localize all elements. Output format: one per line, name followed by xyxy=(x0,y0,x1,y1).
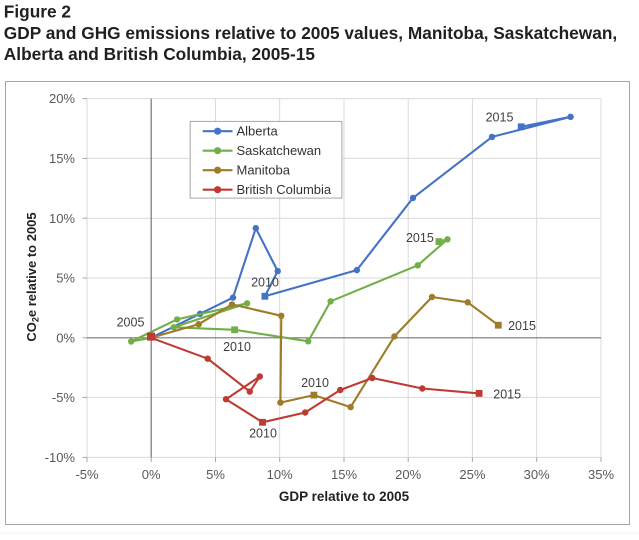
svg-text:5%: 5% xyxy=(56,271,75,286)
svg-text:2015: 2015 xyxy=(508,319,536,333)
svg-text:15%: 15% xyxy=(49,151,75,166)
svg-text:-10%: -10% xyxy=(45,450,76,465)
svg-text:CO2e relative to 2005: CO2e relative to 2005 xyxy=(24,212,41,341)
svg-text:GDP relative to 2005: GDP relative to 2005 xyxy=(279,489,410,504)
svg-text:GDP and GHG emissions relative: GDP and GHG emissions relative to 2005 v… xyxy=(4,23,617,43)
svg-text:2010: 2010 xyxy=(223,340,251,354)
svg-text:2010: 2010 xyxy=(251,275,279,289)
svg-text:-5%: -5% xyxy=(52,390,76,405)
svg-text:2015: 2015 xyxy=(493,387,521,401)
svg-text:15%: 15% xyxy=(331,467,357,482)
svg-text:30%: 30% xyxy=(524,467,550,482)
svg-text:-5%: -5% xyxy=(75,467,99,482)
svg-text:35%: 35% xyxy=(588,467,614,482)
svg-text:Alberta: Alberta xyxy=(237,124,279,139)
svg-text:20%: 20% xyxy=(49,91,75,106)
svg-text:0%: 0% xyxy=(56,330,75,345)
svg-text:5%: 5% xyxy=(206,467,225,482)
svg-text:2005: 2005 xyxy=(117,316,145,330)
svg-text:20%: 20% xyxy=(395,467,421,482)
svg-text:Figure 2: Figure 2 xyxy=(4,2,71,22)
svg-text:Manitoba: Manitoba xyxy=(237,163,291,178)
svg-text:10%: 10% xyxy=(267,467,293,482)
svg-text:2015: 2015 xyxy=(406,231,434,245)
svg-text:Alberta and British Columbia,: Alberta and British Columbia, 2005-15 xyxy=(4,44,316,64)
svg-text:2015: 2015 xyxy=(486,110,514,124)
svg-text:0%: 0% xyxy=(142,467,161,482)
svg-text:British Columbia: British Columbia xyxy=(237,182,332,197)
svg-text:2010: 2010 xyxy=(301,376,329,390)
svg-text:Saskatchewan: Saskatchewan xyxy=(237,143,322,158)
svg-text:2010: 2010 xyxy=(249,427,277,441)
svg-text:25%: 25% xyxy=(459,467,485,482)
svg-text:10%: 10% xyxy=(49,211,75,226)
